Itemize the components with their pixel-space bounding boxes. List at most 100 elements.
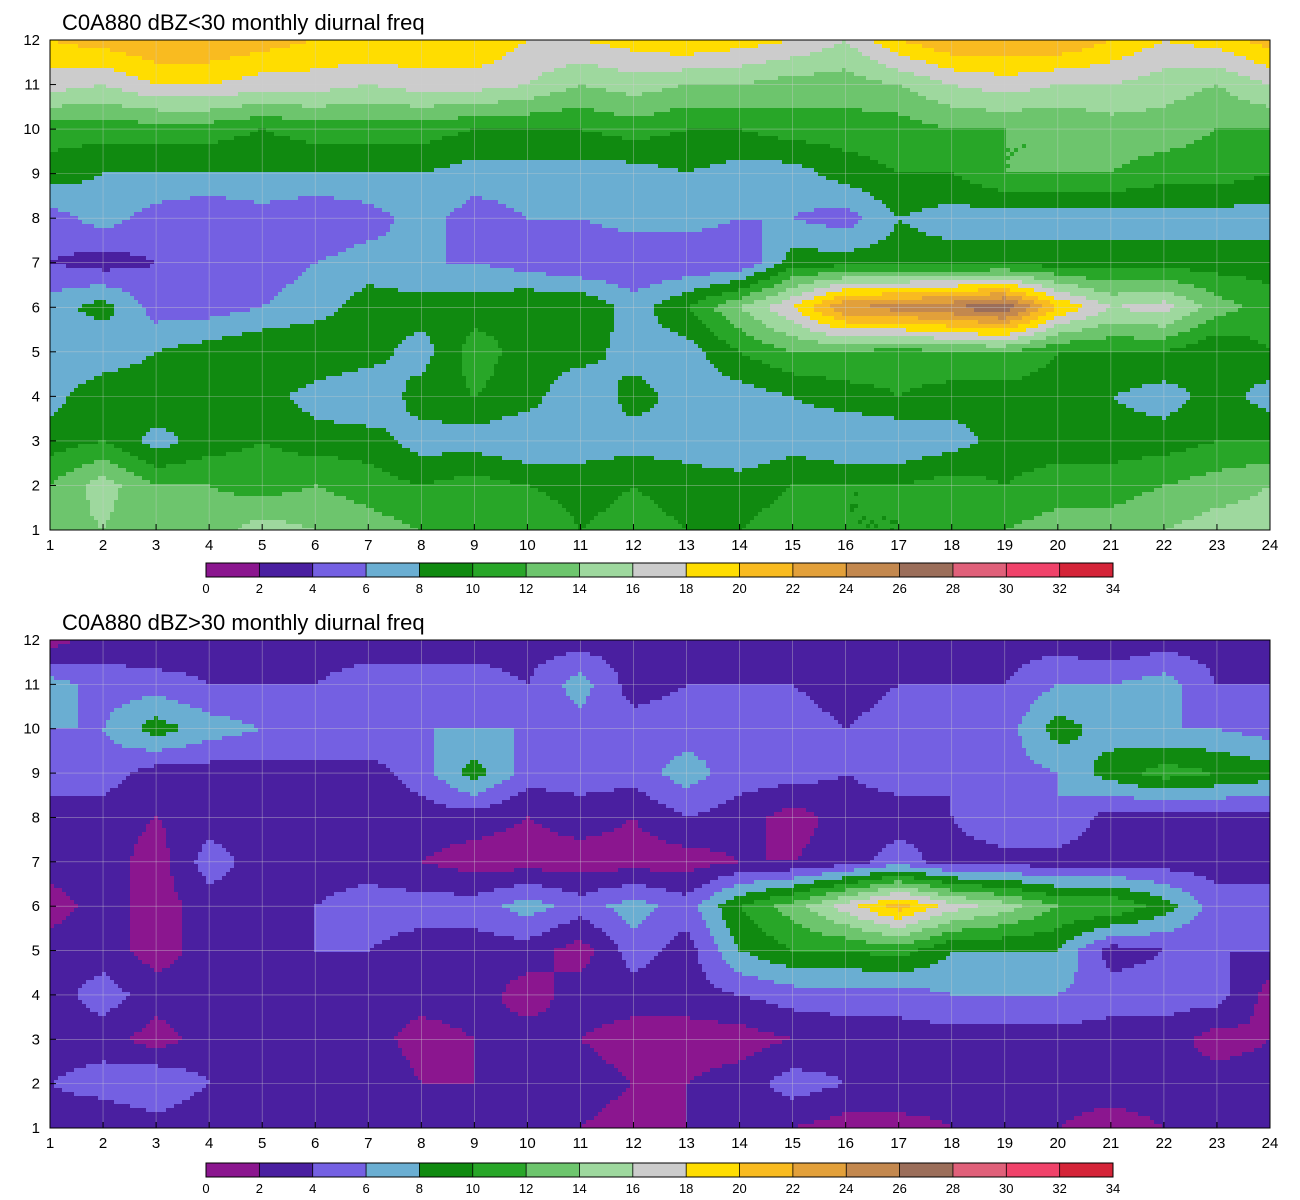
contour-cell [394,56,398,60]
contour-cell [814,48,818,52]
contour-cell [446,52,450,56]
contour-cell [58,52,62,56]
contour-cell [1182,52,1186,56]
contour-cell [738,52,742,56]
contour-cell [1158,40,1162,44]
contour-cell [534,40,538,44]
contour-cell [522,52,526,56]
contour-cell [1190,52,1194,56]
contour-cell [74,40,78,44]
contour-cell [978,48,982,52]
contour-cell [682,40,686,44]
contour-cell [1206,52,1210,56]
contour-cell [894,56,898,60]
contour-cell [274,52,278,56]
contour-cell [526,44,530,48]
contour-cell [166,52,170,56]
contour-cell [818,52,822,56]
contour-cell [410,52,414,56]
contour-cell [894,44,898,48]
contour-cell [546,56,550,60]
contour-cell [202,48,206,52]
contour-cell [454,48,458,52]
contour-cell [306,52,310,56]
contour-cell [1078,44,1082,48]
contour-cell [894,52,898,56]
contour-cell [218,48,222,52]
contour-cell [402,56,406,60]
contour-cell [110,56,114,60]
contour-cell [698,52,702,56]
contour-cell [946,44,950,48]
contour-cell [562,48,566,52]
contour-cell [1094,44,1098,48]
contour-cell [834,48,838,52]
contour-cell [518,56,522,60]
contour-cell [730,44,734,48]
contour-cell [518,40,522,44]
contour-cell [70,56,74,60]
contour-cell [1006,52,1010,56]
contour-cell [258,48,262,52]
contour-cell [134,44,138,48]
contour-cell [374,56,378,60]
contour-cell [162,56,166,60]
contour-cell [886,52,890,56]
contour-cell [646,56,650,60]
contour-cell [730,40,734,44]
contour-cell [290,52,294,56]
contour-cell [838,56,842,60]
contour-cell [86,48,90,52]
contour-cell [470,56,474,60]
contour-cell [1026,44,1030,48]
contour-cell [522,56,526,60]
contour-cell [414,40,418,44]
contour-cell [722,52,726,56]
contour-cell [650,52,654,56]
contour-cell [1042,40,1046,44]
contour-cell [638,52,642,56]
contour-cell [954,44,958,48]
contour-cell [1178,44,1182,48]
contour-cell [986,48,990,52]
contour-cell [590,52,594,56]
contour-cell [470,48,474,52]
contour-cell [70,48,74,52]
contour-cell [638,56,642,60]
contour-cell [102,44,106,48]
contour-cell [438,52,442,56]
contour-cell [546,40,550,44]
contour-cell [314,40,318,44]
contour-cell [242,40,246,44]
contour-cell [550,44,554,48]
contour-cell [526,56,530,60]
contour-cell [1002,52,1006,56]
contour-cell [774,44,778,48]
contour-cell [846,56,850,60]
contour-cell [550,48,554,52]
contour-cell [90,44,94,48]
contour-cell [158,56,162,60]
contour-cell [474,52,478,56]
contour-cell [270,40,274,44]
contour-cell [74,44,78,48]
contour-cell [766,44,770,48]
contour-cell [1090,48,1094,52]
contour-cell [286,40,290,44]
contour-cell [242,56,246,60]
contour-cell [222,56,226,60]
contour-cell [566,48,570,52]
contour-cell [846,40,850,44]
contour-cell [118,44,122,48]
contour-cell [758,44,762,48]
contour-cell [90,48,94,52]
contour-cell [706,40,710,44]
contour-cell [62,40,66,44]
contour-cell [858,44,862,48]
contour-cell [830,48,834,52]
contour-cell [698,48,702,52]
contour-cell [1166,44,1170,48]
contour-cell [1262,52,1266,56]
contour-cell [786,40,790,44]
contour-cell [718,56,722,60]
